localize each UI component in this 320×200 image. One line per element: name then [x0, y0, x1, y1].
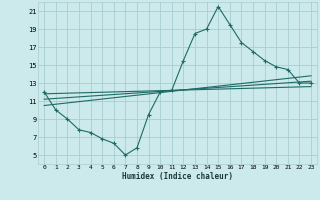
X-axis label: Humidex (Indice chaleur): Humidex (Indice chaleur)	[122, 172, 233, 181]
